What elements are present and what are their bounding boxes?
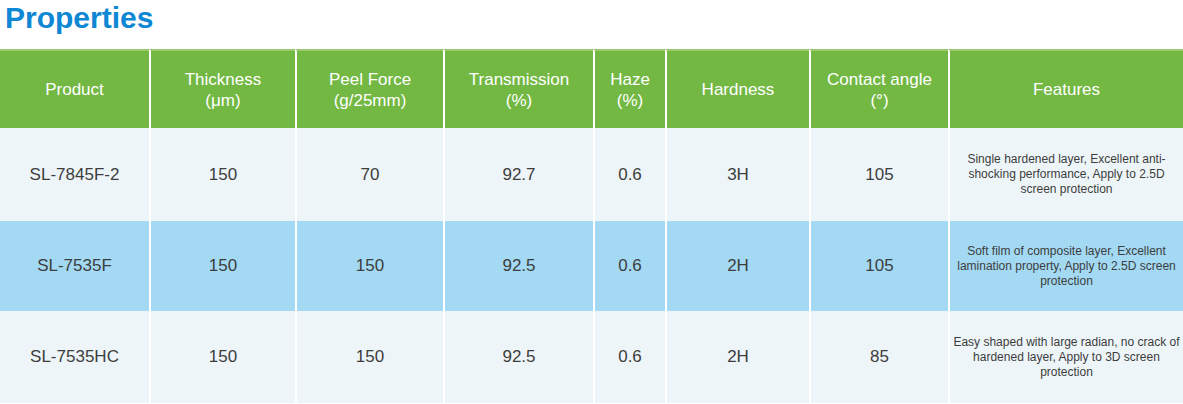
column-header-unit: (μm) [151,90,295,111]
column-header-peel-force: Peel Force (g/25mm) [295,49,443,128]
cell-features: Soft film of composite layer, Excellent … [948,221,1183,311]
table-row: SL-7845F-2 150 70 92.7 0.6 3H 105 Single… [0,128,1183,221]
cell-hardness: 2H [665,221,809,311]
header-row: Product Thickness (μm) Peel Force (g/25m… [0,49,1183,128]
column-header-label: Transmission [445,69,593,90]
cell-transmission: 92.5 [443,311,593,404]
cell-features: Easy shaped with large radian, no crack … [948,311,1183,404]
column-header-label: Thickness [151,69,295,90]
cell-peel-force: 70 [295,128,443,221]
cell-thickness: 150 [149,221,295,311]
column-header-features: Features [948,49,1183,128]
cell-transmission: 92.7 [443,128,593,221]
cell-thickness: 150 [149,311,295,404]
cell-peel-force: 150 [295,221,443,311]
cell-peel-force: 150 [295,311,443,404]
cell-hardness: 2H [665,311,809,404]
cell-contact-angle: 105 [809,128,948,221]
cell-transmission: 92.5 [443,221,593,311]
column-header-product: Product [0,49,149,128]
page: Properties Product Thickness (μm) [0,0,1183,404]
column-header-unit: (g/25mm) [297,90,443,111]
cell-features: Single hardened layer, Excellent anti-sh… [948,128,1183,221]
page-title: Properties [0,0,1183,49]
cell-product: SL-7535HC [0,311,149,404]
column-header-label: Features [950,79,1183,100]
column-header-label: Product [0,79,149,100]
column-header-unit: (%) [445,90,593,111]
column-header-transmission: Transmission (%) [443,49,593,128]
column-header-label: Contact angle [811,69,948,90]
table-row: SL-7535HC 150 150 92.5 0.6 2H 85 Easy sh… [0,311,1183,404]
properties-table: Product Thickness (μm) Peel Force (g/25m… [0,49,1183,404]
cell-thickness: 150 [149,128,295,221]
column-header-haze: Haze (%) [593,49,665,128]
cell-product: SL-7845F-2 [0,128,149,221]
column-header-unit: (%) [595,90,665,111]
column-header-contact-angle: Contact angle (°) [809,49,948,128]
cell-haze: 0.6 [593,311,665,404]
table-header: Product Thickness (μm) Peel Force (g/25m… [0,49,1183,128]
column-header-label: Peel Force [297,69,443,90]
table-row: SL-7535F 150 150 92.5 0.6 2H 105 Soft fi… [0,221,1183,311]
column-header-hardness: Hardness [665,49,809,128]
cell-product: SL-7535F [0,221,149,311]
cell-haze: 0.6 [593,221,665,311]
cell-hardness: 3H [665,128,809,221]
cell-contact-angle: 85 [809,311,948,404]
column-header-thickness: Thickness (μm) [149,49,295,128]
column-header-label: Haze [595,69,665,90]
column-header-unit: (°) [811,90,948,111]
cell-haze: 0.6 [593,128,665,221]
column-header-label: Hardness [667,79,809,100]
table-body: SL-7845F-2 150 70 92.7 0.6 3H 105 Single… [0,128,1183,404]
cell-contact-angle: 105 [809,221,948,311]
